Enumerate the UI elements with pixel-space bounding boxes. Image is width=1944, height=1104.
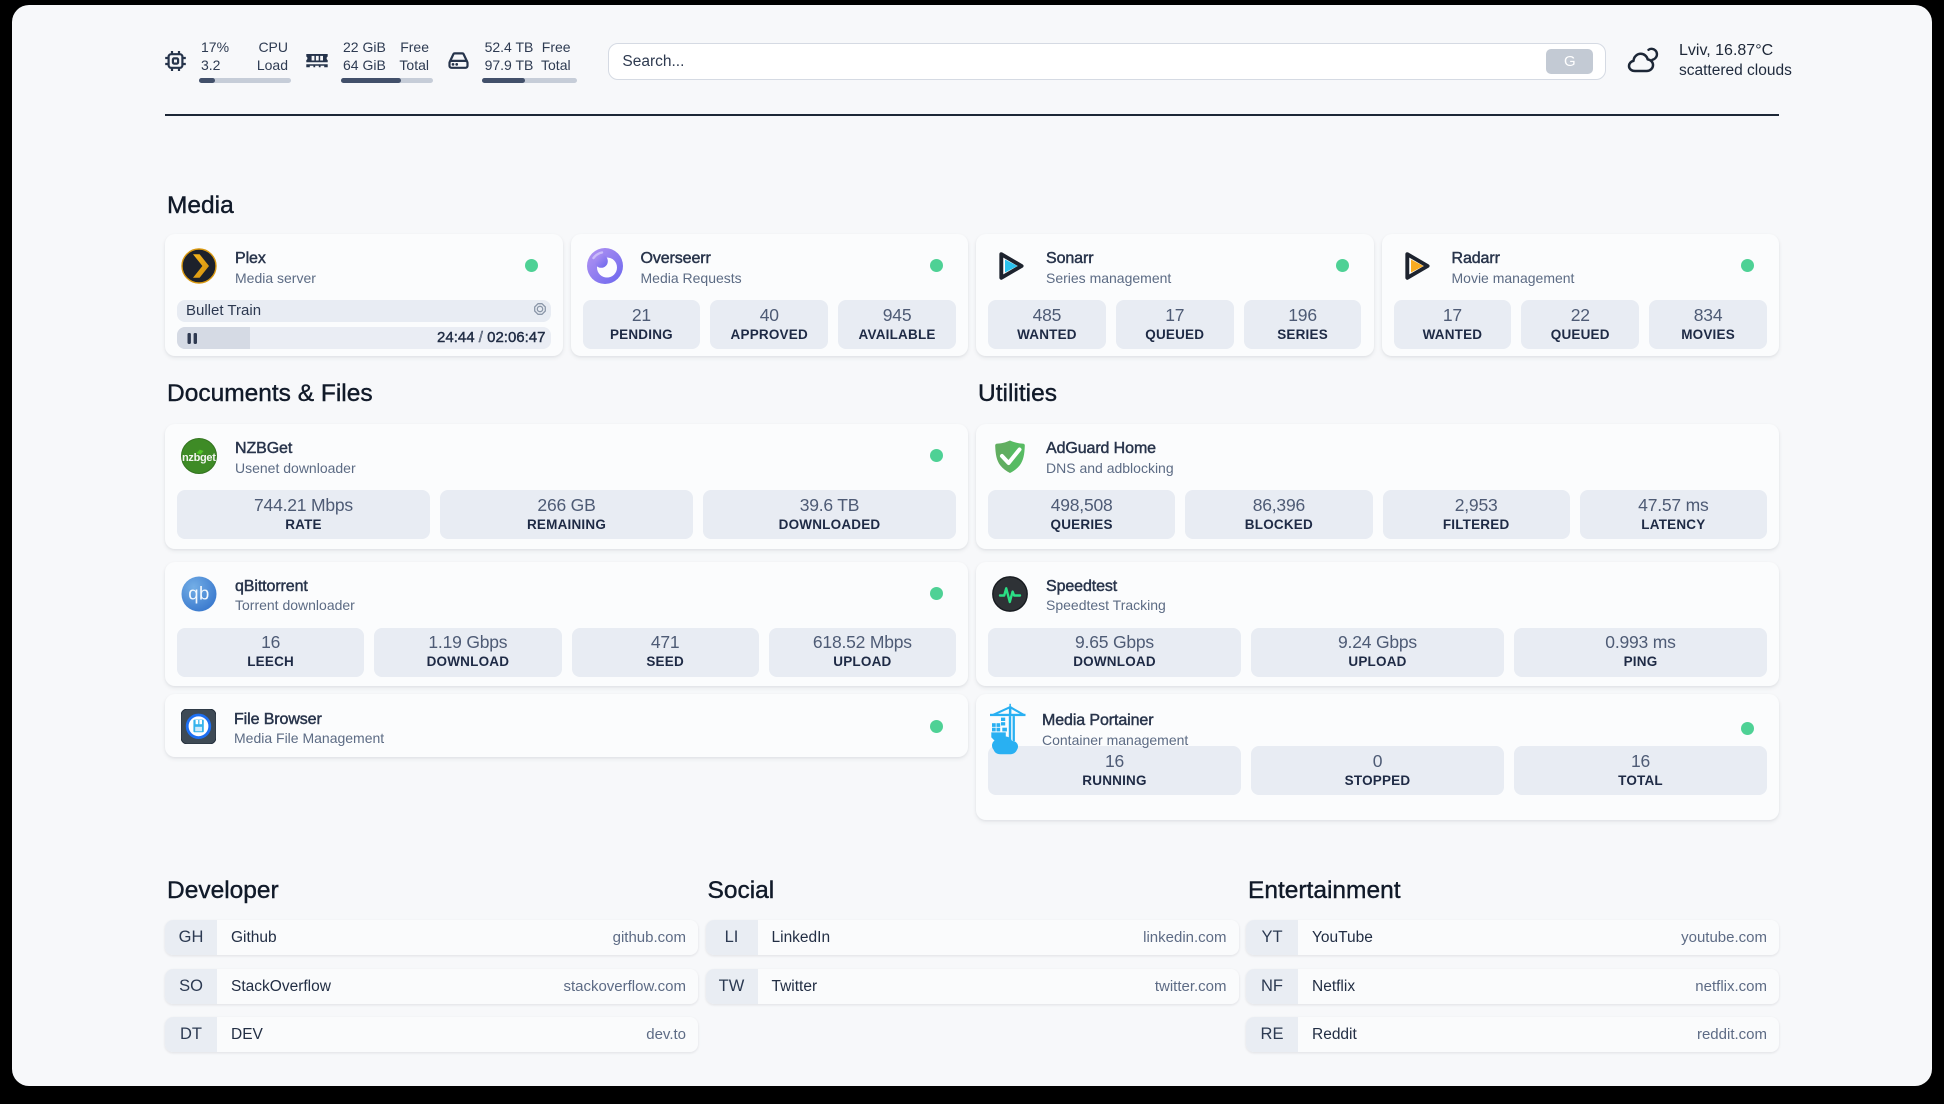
svg-text:qb: qb (188, 582, 209, 603)
svg-text:nzbget: nzbget (182, 452, 216, 464)
